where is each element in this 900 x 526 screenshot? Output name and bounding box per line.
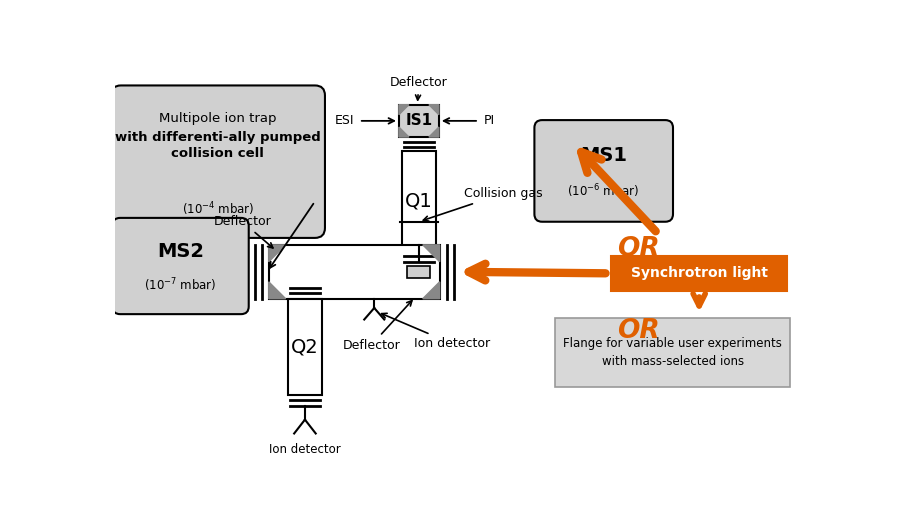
Bar (399, 105, 439, 137)
FancyBboxPatch shape (112, 218, 248, 314)
Bar (555, 318, 790, 387)
Text: Deflector: Deflector (213, 215, 273, 248)
Text: Q1: Q1 (405, 191, 433, 210)
Text: (10$^{-4}$ mbar): (10$^{-4}$ mbar) (182, 200, 254, 218)
Bar (402, 151, 436, 251)
Text: with differenti­ally pumped
collision cell: with differenti­ally pumped collision ce… (115, 132, 320, 160)
Polygon shape (423, 245, 440, 262)
Text: MS2: MS2 (158, 242, 204, 261)
Text: OR: OR (616, 318, 660, 344)
Polygon shape (429, 105, 439, 115)
FancyBboxPatch shape (111, 85, 325, 238)
Text: Ion detector: Ion detector (382, 313, 490, 350)
Text: Ion detector: Ion detector (269, 443, 341, 456)
Polygon shape (429, 127, 439, 137)
Text: Multipole ion trap: Multipole ion trap (159, 112, 276, 125)
Text: IS1: IS1 (405, 114, 433, 128)
Polygon shape (399, 105, 409, 115)
Polygon shape (423, 282, 440, 299)
Text: ESI: ESI (335, 114, 355, 127)
FancyBboxPatch shape (535, 120, 673, 222)
Polygon shape (269, 282, 285, 299)
Polygon shape (269, 245, 285, 262)
Text: OR: OR (616, 236, 660, 262)
Text: Flange for variable user experiments: Flange for variable user experiments (563, 337, 782, 350)
Text: Synchrotron light: Synchrotron light (631, 266, 768, 280)
Polygon shape (399, 127, 409, 137)
Bar (288, 299, 322, 395)
Text: Collision gas: Collision gas (423, 187, 542, 221)
Bar (408, 266, 430, 278)
Text: Deflector: Deflector (390, 76, 448, 100)
Bar (269, 245, 440, 299)
Text: MS1: MS1 (580, 146, 627, 165)
Text: with mass-selected ions: with mass-selected ions (601, 356, 743, 368)
Text: Q2: Q2 (291, 337, 319, 357)
Text: PI: PI (483, 114, 495, 127)
Text: (10$^{-6}$ mbar): (10$^{-6}$ mbar) (568, 183, 640, 200)
Text: Deflector: Deflector (342, 301, 412, 352)
Text: (10$^{-7}$ mbar): (10$^{-7}$ mbar) (144, 277, 217, 294)
Bar (611, 256, 787, 291)
